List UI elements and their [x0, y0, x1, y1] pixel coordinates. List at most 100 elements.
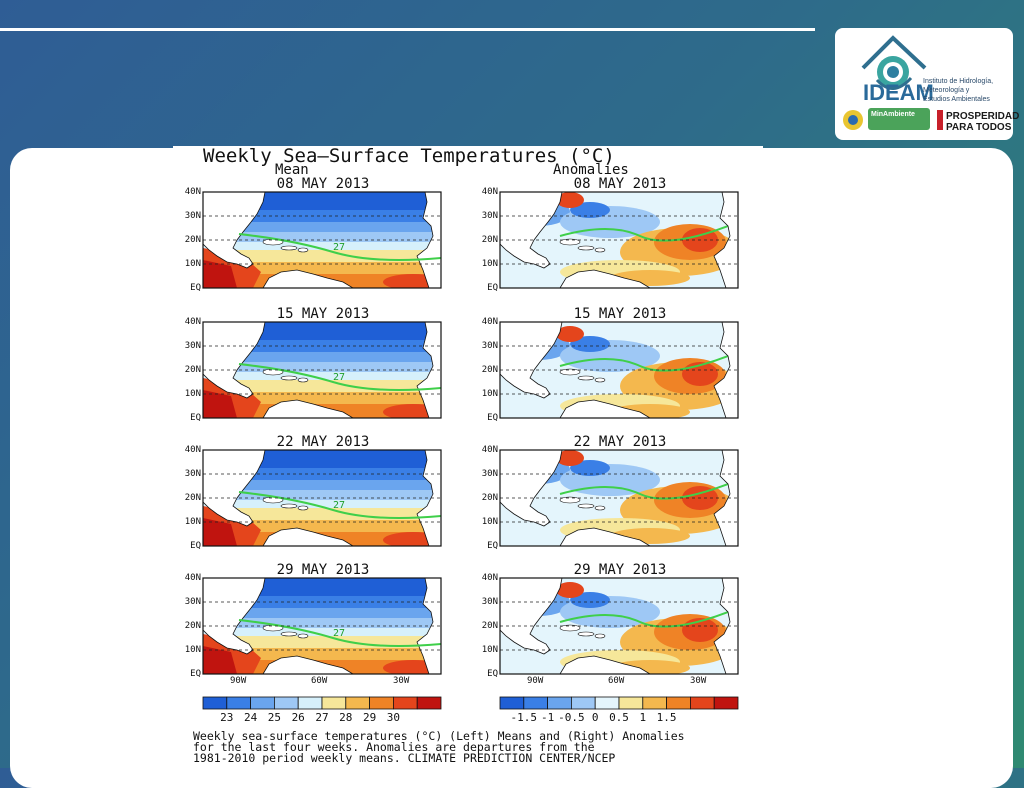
panel-date: 15 MAY 2013	[276, 306, 370, 322]
colorbar-swatch	[713, 696, 739, 710]
colorbar-swatch	[321, 696, 347, 710]
lat-label: EQ	[190, 669, 201, 679]
lat-label: 30N	[184, 597, 201, 607]
panel-date: 15 MAY 2013	[573, 306, 667, 322]
lat-label: 20N	[184, 493, 201, 503]
colorbar-swatch	[345, 696, 371, 710]
colorbar-tick: 23	[220, 711, 234, 724]
colorbar-swatch	[297, 696, 323, 710]
lon-label: 30W	[393, 676, 410, 686]
ministry-label: MinAmbiente	[871, 111, 915, 118]
lat-label: 20N	[481, 621, 498, 631]
lat-label: 40N	[184, 573, 201, 583]
mean-panel-2: 27	[202, 321, 442, 419]
caption-line-2: for the last four weeks. Anomalies are d…	[193, 740, 595, 754]
colorbar-tick: 1	[639, 711, 647, 724]
contour-label: 27	[333, 628, 345, 639]
lat-label: 30N	[481, 211, 498, 221]
colorbar-swatch	[202, 696, 228, 710]
lat-label: 10N	[184, 645, 201, 655]
lat-label: 40N	[184, 317, 201, 327]
lat-label: 30N	[481, 597, 498, 607]
colorbar-tick: 25	[267, 711, 282, 724]
contour-label: 27	[333, 372, 345, 383]
lat-label: 40N	[481, 187, 498, 197]
institute-line-1: Instituto de Hidrología,	[923, 78, 994, 85]
slogan-line-1: PROSPERIDAD	[946, 111, 1020, 122]
colorbar-swatch	[690, 696, 715, 710]
colorbar-swatch	[369, 696, 394, 710]
colorbar-swatch	[547, 696, 572, 710]
anomaly-panel-4	[499, 577, 739, 675]
lat-label: EQ	[487, 669, 498, 679]
caption-line-3: 1981-2010 period weekly means. CLIMATE P…	[193, 751, 616, 765]
lat-label: 30N	[184, 469, 201, 479]
lat-label: 40N	[481, 445, 498, 455]
lat-label: EQ	[190, 541, 201, 551]
panel-date: 08 MAY 2013	[276, 176, 370, 192]
caption-line-1: Weekly sea-surface temperatures (°C) (Le…	[193, 729, 685, 743]
colorbar-tick: -1	[540, 711, 555, 724]
lat-label: EQ	[190, 283, 201, 293]
mean-colorbar	[202, 696, 442, 710]
lat-label: 40N	[184, 445, 201, 455]
colorbar-swatch	[618, 696, 644, 710]
lat-label: 10N	[184, 389, 201, 399]
lat-label: 30N	[481, 469, 498, 479]
colorbar-swatch	[499, 696, 525, 710]
colorbar-swatch	[274, 696, 299, 710]
anomaly-panel-3	[499, 449, 739, 547]
colorbar-tick: 28	[339, 711, 353, 724]
lat-label: 10N	[184, 517, 201, 527]
lat-label: 20N	[184, 621, 201, 631]
lat-label: EQ	[487, 283, 498, 293]
lon-label: 90W	[230, 676, 247, 686]
lat-label: 20N	[481, 365, 498, 375]
ideam-name: IDEAM	[863, 80, 934, 105]
colorbar-swatch	[594, 696, 620, 710]
colorbar-tick: -1.5	[510, 711, 538, 724]
panel-date: 29 MAY 2013	[276, 562, 370, 578]
colorbar-tick: 27	[315, 711, 329, 724]
sst-figure: Weekly Sea—Surface Temperatures (°C) Mea…	[173, 145, 763, 768]
lat-label: 10N	[481, 517, 498, 527]
institute-line-3: Estudios Ambientales	[923, 96, 990, 103]
panel-date: 22 MAY 2013	[573, 434, 667, 450]
colorbar-swatch	[570, 696, 596, 710]
ideam-logo-icon	[843, 35, 943, 130]
contour-label: 27	[333, 500, 345, 511]
mean-panel-1: 27	[202, 191, 442, 289]
colorbar-swatch	[416, 696, 442, 710]
lat-label: 30N	[184, 341, 201, 351]
lat-label: 10N	[481, 389, 498, 399]
lat-label: 30N	[184, 211, 201, 221]
colorbar-tick: 24	[243, 711, 258, 724]
colorbar-tick: -0.5	[558, 711, 585, 724]
header-rule	[0, 28, 815, 31]
panel-date: 29 MAY 2013	[573, 562, 667, 578]
slogan-line-2: PARA TODOS	[946, 122, 1012, 133]
lon-label: 60W	[608, 676, 625, 686]
lat-label: 20N	[184, 365, 201, 375]
mean-panel-3: 27	[202, 449, 442, 547]
colorbar-tick: 26	[291, 711, 305, 724]
lat-label: 30N	[481, 341, 498, 351]
anomaly-panel-2	[499, 321, 739, 419]
colorbar-swatch	[226, 696, 251, 710]
lat-label: 40N	[481, 573, 498, 583]
anomaly-panel-1	[499, 191, 739, 289]
contour-label: 27	[333, 242, 345, 253]
lat-label: EQ	[190, 413, 201, 423]
colorbar-swatch	[642, 696, 667, 710]
lat-label: 40N	[481, 317, 498, 327]
lat-label: 20N	[184, 235, 201, 245]
lon-label: 60W	[311, 676, 328, 686]
anomaly-colorbar	[499, 696, 739, 710]
colorbar-swatch	[523, 696, 548, 710]
lat-label: EQ	[487, 541, 498, 551]
colorbar-tick: 0	[591, 711, 599, 724]
sst-maps: 27 27 27 27	[202, 191, 739, 710]
mean-heading: Mean	[275, 162, 309, 178]
mean-panel-4: 27	[202, 577, 442, 675]
colorbar-swatch	[250, 696, 275, 710]
